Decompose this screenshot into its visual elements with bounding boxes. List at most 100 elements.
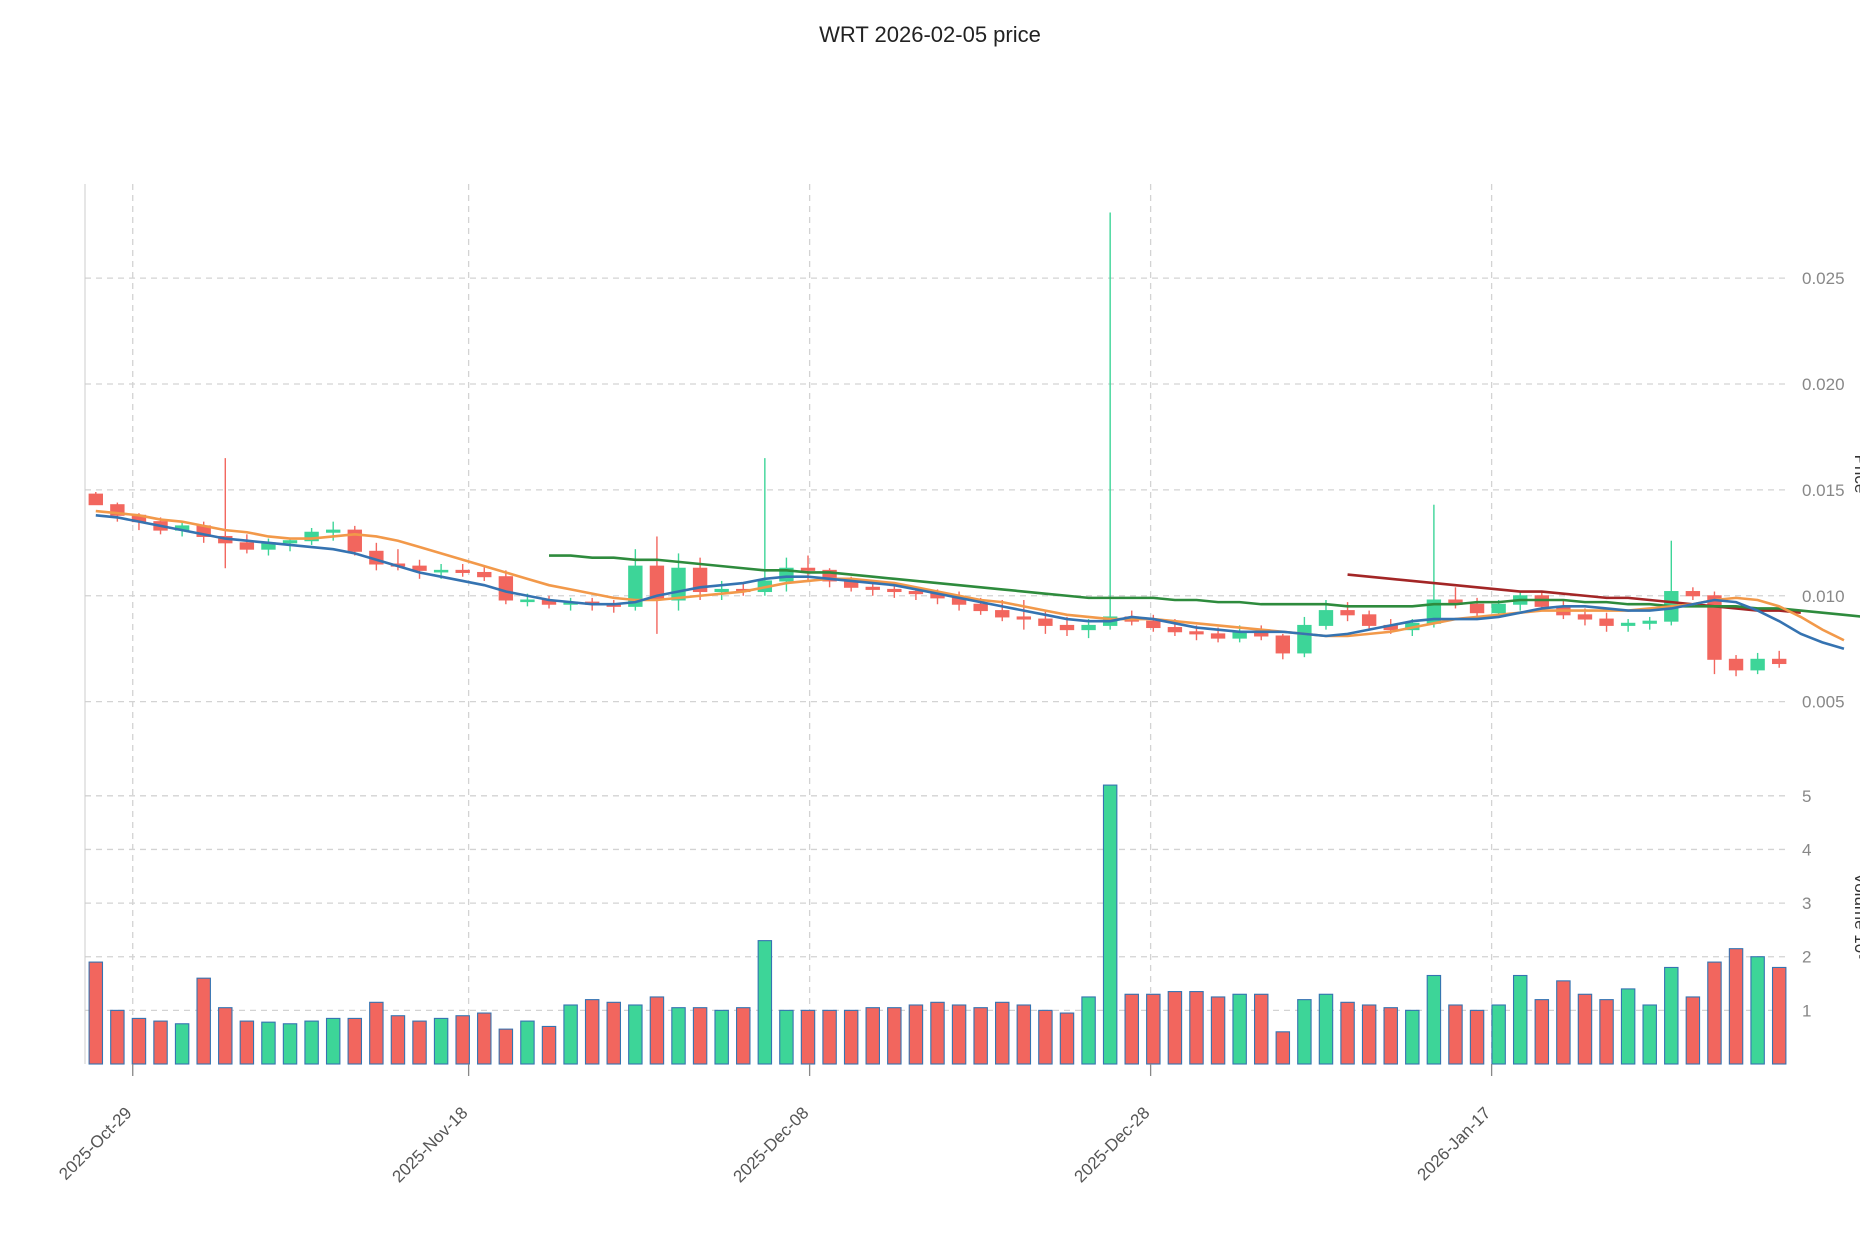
price-tick-label: 0.015 bbox=[1802, 481, 1845, 500]
candlestick-bar bbox=[672, 568, 685, 600]
volume-bar bbox=[1168, 992, 1181, 1064]
candlestick-bar bbox=[1147, 621, 1160, 627]
volume-bar bbox=[650, 997, 663, 1064]
volume-bar bbox=[737, 1008, 750, 1064]
candlestick-bar bbox=[1470, 604, 1483, 612]
candlestick-bar bbox=[1190, 632, 1203, 634]
volume-bar bbox=[240, 1021, 253, 1064]
volume-tick-label: 3 bbox=[1802, 894, 1811, 913]
candlestick-bar bbox=[715, 589, 728, 591]
volume-bar bbox=[283, 1024, 296, 1064]
volume-bar bbox=[456, 1016, 469, 1064]
volume-bar bbox=[327, 1018, 340, 1064]
candlestick-bar bbox=[499, 577, 512, 600]
candlestick-bar bbox=[1773, 659, 1786, 663]
candlestick-bar bbox=[1492, 604, 1505, 612]
volume-bar bbox=[672, 1008, 685, 1064]
volume-bar bbox=[585, 1000, 598, 1064]
candlestick-bar bbox=[1168, 628, 1181, 632]
volume-bar bbox=[1600, 1000, 1613, 1064]
volume-bar bbox=[1082, 997, 1095, 1064]
volume-bar bbox=[542, 1026, 555, 1064]
volume-bar bbox=[693, 1008, 706, 1064]
volume-bar bbox=[564, 1005, 577, 1064]
candlestick-bar bbox=[283, 541, 296, 543]
volume-bar bbox=[1514, 976, 1527, 1065]
volume-bar bbox=[197, 978, 210, 1064]
volume-bar bbox=[1341, 1002, 1354, 1064]
volume-bar bbox=[1147, 994, 1160, 1064]
candlestick-bar bbox=[909, 592, 922, 594]
candlestick-bar bbox=[1276, 636, 1289, 653]
candlestick-bar bbox=[521, 600, 534, 602]
price-tick-label: 0.005 bbox=[1802, 693, 1845, 712]
candlestick-bar bbox=[1341, 611, 1354, 615]
price-tick-label: 0.025 bbox=[1802, 269, 1845, 288]
volume-bar bbox=[1643, 1005, 1656, 1064]
volume-bar bbox=[391, 1016, 404, 1064]
candlestick-bar bbox=[1643, 621, 1656, 623]
price-tick-label: 0.010 bbox=[1802, 587, 1845, 606]
volume-bar bbox=[1362, 1005, 1375, 1064]
volume-bar bbox=[1708, 962, 1721, 1064]
candlestick-bar bbox=[974, 604, 987, 610]
volume-bar bbox=[780, 1010, 793, 1064]
volume-bar bbox=[1449, 1005, 1462, 1064]
volume-bar bbox=[348, 1018, 361, 1064]
volume-bar bbox=[1233, 994, 1246, 1064]
volume-bar bbox=[1751, 957, 1764, 1064]
volume-bar bbox=[996, 1002, 1009, 1064]
volume-bar bbox=[1621, 989, 1634, 1064]
chart-title: WRT 2026-02-05 price bbox=[0, 0, 1860, 54]
volume-bar bbox=[132, 1018, 145, 1064]
candlestick-bar bbox=[327, 530, 340, 532]
candlestick-bar bbox=[1362, 615, 1375, 626]
chart-svg: 0.005 0.010 0.015 0.020 0.025 1 2 3 4 5 Price Volum… bbox=[0, 54, 1860, 1234]
volume-bar bbox=[801, 1010, 814, 1064]
candlestick-bar bbox=[1211, 634, 1224, 638]
chart-area: 0.005 0.010 0.015 0.020 0.025 1 2 3 4 5 Price Volum… bbox=[0, 54, 1860, 1234]
price-tick-label: 0.020 bbox=[1802, 375, 1845, 394]
candlestick-bar bbox=[456, 570, 469, 572]
volume-bar bbox=[111, 1010, 124, 1064]
volume-bar bbox=[1384, 1008, 1397, 1064]
volume-bar bbox=[89, 962, 102, 1064]
volume-bar bbox=[974, 1008, 987, 1064]
volume-bar bbox=[1729, 949, 1742, 1064]
volume-bar bbox=[629, 1005, 642, 1064]
volume-bar bbox=[909, 1005, 922, 1064]
candlestick-bar bbox=[801, 568, 814, 570]
volume-bar bbox=[521, 1021, 534, 1064]
candlestick-bar bbox=[888, 589, 901, 591]
volume-bar bbox=[478, 1013, 491, 1064]
volume-bar bbox=[1578, 994, 1591, 1064]
candlestick-bar bbox=[1082, 625, 1095, 629]
candlestick-bar bbox=[1017, 617, 1030, 619]
volume-bar bbox=[1103, 785, 1116, 1064]
volume-bar bbox=[931, 1002, 944, 1064]
volume-bar bbox=[1255, 994, 1268, 1064]
volume-bar bbox=[305, 1021, 318, 1064]
volume-bar bbox=[1319, 994, 1332, 1064]
candlestick-bar bbox=[996, 611, 1009, 617]
volume-bar bbox=[1492, 1005, 1505, 1064]
candlestick-bar bbox=[1729, 659, 1742, 670]
volume-bar bbox=[1190, 992, 1203, 1064]
volume-bar bbox=[1211, 997, 1224, 1064]
volume-bar bbox=[866, 1008, 879, 1064]
volume-bar bbox=[1427, 976, 1440, 1065]
volume-bar bbox=[262, 1022, 275, 1064]
candlestick-bar bbox=[1060, 625, 1073, 629]
candlestick-bar bbox=[89, 494, 102, 505]
volume-bar bbox=[1039, 1010, 1052, 1064]
volume-tick-label: 4 bbox=[1802, 840, 1811, 859]
volume-bar bbox=[758, 941, 771, 1064]
volume-bar bbox=[1276, 1032, 1289, 1064]
price-axis-label: Price bbox=[1851, 455, 1860, 494]
candlestick-bar bbox=[866, 587, 879, 589]
candlestick-bar bbox=[478, 572, 491, 576]
volume-tick-label: 2 bbox=[1802, 948, 1811, 967]
volume-bar bbox=[370, 1002, 383, 1064]
volume-bar bbox=[1686, 997, 1699, 1064]
volume-bar bbox=[823, 1010, 836, 1064]
